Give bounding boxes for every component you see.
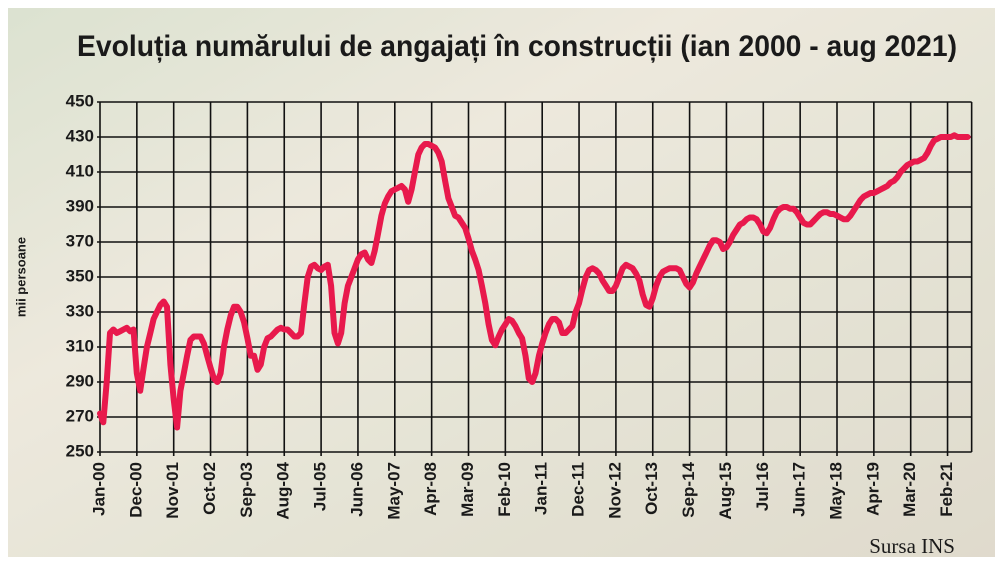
x-tick-label: Jul-05 [311, 462, 330, 511]
y-tick-label: 310 [66, 336, 94, 355]
page: {"chart_data": {"type": "line", "title":… [0, 0, 1003, 565]
x-tick-label: Apr-19 [863, 462, 882, 516]
y-tick-label: 430 [66, 126, 94, 145]
x-tick-label: Oct-13 [642, 462, 661, 515]
y-tick-label: 270 [66, 406, 94, 425]
x-tick-label: Jun-17 [790, 462, 809, 517]
y-tick-label: 450 [66, 91, 94, 110]
x-tick-label: Sep-14 [679, 461, 698, 517]
chart: Evoluția numărului de angajați în constr… [0, 0, 1003, 565]
x-tick-label: Jul-16 [753, 462, 772, 511]
x-tick-label: Mar-20 [900, 462, 919, 517]
x-tick-label: Jun-06 [347, 462, 366, 517]
y-tick-label: 390 [66, 196, 94, 215]
x-tick-label: Apr-08 [421, 462, 440, 516]
y-tick-label: 410 [66, 161, 94, 180]
x-tick-label: May-07 [384, 462, 403, 520]
x-tick-label: May-18 [826, 462, 845, 520]
x-tick-label: Dec-00 [126, 462, 145, 518]
x-tick-label: Mar-09 [458, 462, 477, 517]
x-tick-label: Nov-12 [605, 462, 624, 519]
x-tick-label: Feb-21 [937, 462, 956, 517]
x-tick-label: Aug-04 [274, 461, 293, 519]
x-tick-label: Jan-00 [89, 462, 108, 516]
source-note: Sursa INS [869, 534, 955, 558]
x-tick-label: Feb-10 [495, 462, 514, 517]
y-tick-label: 290 [66, 371, 94, 390]
x-tick-label: Dec-11 [569, 462, 588, 517]
y-tick-label: 370 [66, 231, 94, 250]
x-tick-label: Oct-02 [200, 462, 219, 515]
y-axis-label: mii persoane [13, 237, 28, 317]
x-tick-label: Sep-03 [237, 462, 256, 518]
y-tick-label: 350 [66, 266, 94, 285]
chart-title: Evoluția numărului de angajați în constr… [77, 30, 957, 63]
x-tick-label: Aug-15 [716, 462, 735, 520]
y-tick-label: 250 [66, 441, 94, 460]
y-tick-label: 330 [66, 301, 94, 320]
x-tick-label: Nov-01 [163, 462, 182, 519]
x-tick-label: Jan-11 [532, 462, 551, 515]
